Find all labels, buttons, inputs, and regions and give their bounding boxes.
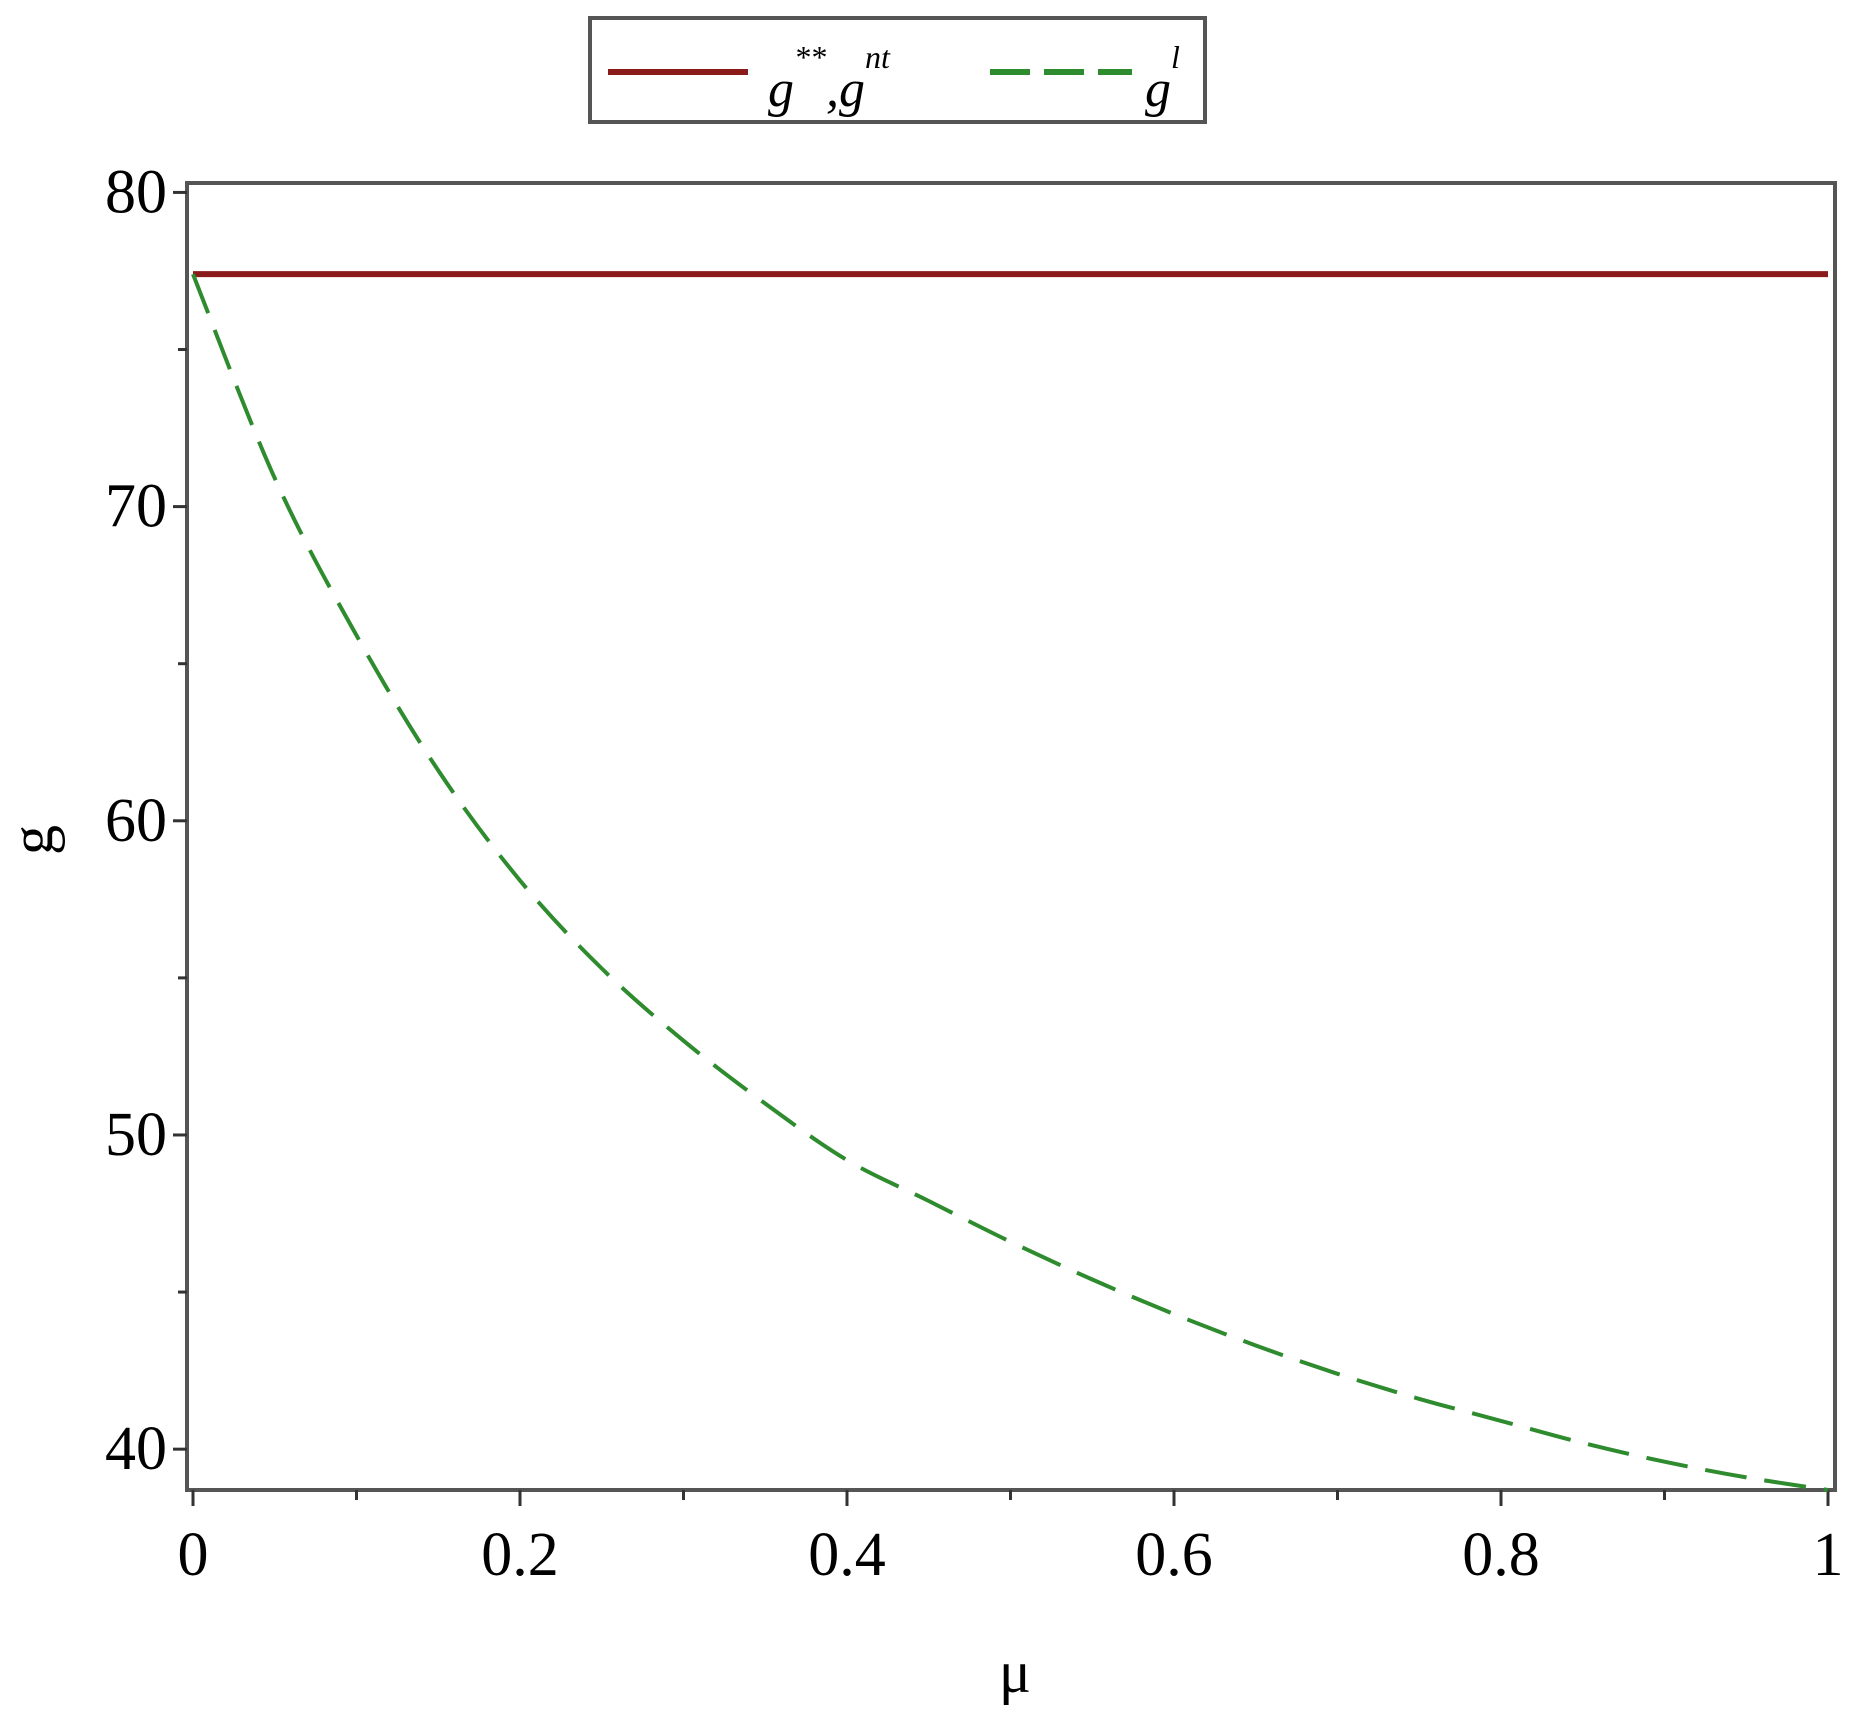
legend-label-series-2: gl — [1145, 39, 1180, 118]
series-line-2 — [191, 273, 1829, 1492]
x-tick-label: 1 — [1813, 1521, 1844, 1589]
y-tick-label: 40 — [105, 1415, 167, 1483]
x-tick-label: 0.4 — [808, 1521, 886, 1589]
y-tick-label: 80 — [105, 158, 167, 226]
plot-frame — [185, 181, 1837, 1492]
y-axis: 40 50 60 70 80 — [105, 158, 187, 1483]
y-tick-label: 60 — [105, 787, 167, 855]
series-layer — [191, 271, 1829, 1492]
y-tick-label: 70 — [105, 473, 167, 541]
x-axis-title: μ — [999, 1639, 1031, 1705]
x-tick-label: 0.6 — [1135, 1521, 1213, 1589]
x-tick-label: 0.2 — [481, 1521, 559, 1589]
y-tick-label: 50 — [105, 1101, 167, 1169]
x-tick-label: 0.8 — [1462, 1521, 1540, 1589]
legend: g**,gnt gl — [588, 16, 1207, 124]
x-axis: 0 0.2 0.4 0.6 0.8 1 — [178, 1490, 1844, 1589]
y-axis-title: g — [0, 825, 65, 855]
legend-label-series-1: g**,gnt — [768, 39, 891, 118]
x-tick-label: 0 — [178, 1521, 209, 1589]
